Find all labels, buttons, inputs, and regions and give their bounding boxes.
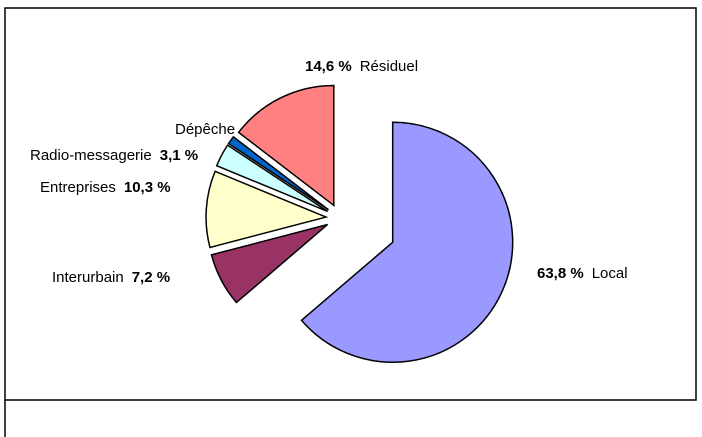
slice-label: 14,6 % Résiduel — [305, 58, 418, 75]
pie-slice — [215, 144, 329, 213]
slice-label: Radio-messagerie 3,1 % — [30, 147, 198, 164]
slice-label: 63,8 % Local — [537, 265, 628, 282]
pie-slice — [227, 135, 330, 211]
value-label: 10,3 % — [124, 179, 171, 196]
pie-slice — [210, 223, 329, 304]
slice-label: Entreprises 10,3 % — [40, 179, 171, 196]
pie-slice — [205, 170, 329, 249]
value-label: 63,8 % — [537, 265, 584, 282]
category-label: Interurbain — [52, 269, 124, 286]
category-label: Résiduel — [360, 58, 418, 75]
value-label: 7,2 % — [132, 269, 170, 286]
value-label: 14,6 % — [305, 58, 352, 75]
pie-slice — [237, 84, 335, 207]
category-label: Dépêche — [175, 121, 235, 138]
category-label: Local — [592, 265, 628, 282]
value-label: 3,1 % — [160, 147, 198, 164]
category-label: Entreprises — [40, 179, 116, 196]
pie-slice — [300, 121, 514, 363]
slice-label: Interurbain 7,2 % — [52, 269, 170, 286]
category-label: Radio-messagerie — [30, 147, 152, 164]
